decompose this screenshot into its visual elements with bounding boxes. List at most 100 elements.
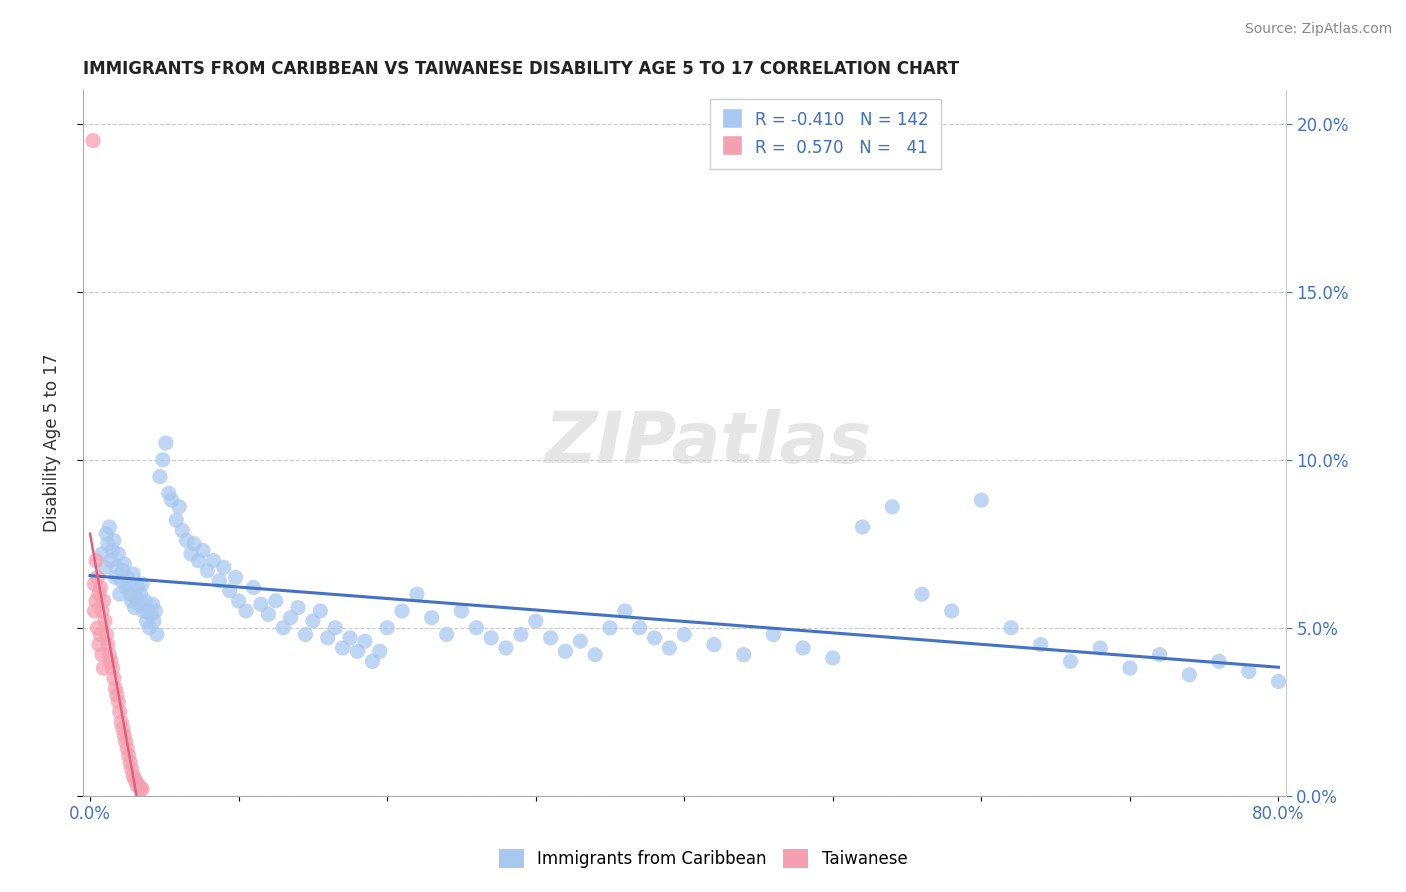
Point xyxy=(391,604,413,618)
Point xyxy=(115,570,138,584)
Text: Source: ZipAtlas.com: Source: ZipAtlas.com xyxy=(1244,22,1392,37)
Text: ZIPatlas: ZIPatlas xyxy=(544,409,872,477)
Point xyxy=(644,631,666,645)
Point xyxy=(122,567,145,582)
Point xyxy=(450,604,472,618)
Point xyxy=(105,688,128,702)
Point xyxy=(302,614,325,628)
Point xyxy=(225,570,247,584)
Point xyxy=(339,631,361,645)
Point xyxy=(264,594,287,608)
Point xyxy=(91,547,114,561)
Point xyxy=(138,621,160,635)
Point xyxy=(368,644,391,658)
Point xyxy=(100,553,122,567)
Point xyxy=(792,640,814,655)
Point xyxy=(86,570,108,584)
Point xyxy=(105,560,128,574)
Point xyxy=(191,543,214,558)
Point xyxy=(280,610,302,624)
Point xyxy=(118,577,141,591)
Point xyxy=(98,648,121,662)
Point xyxy=(111,564,134,578)
Point xyxy=(354,634,377,648)
Point xyxy=(673,627,696,641)
Point xyxy=(104,570,127,584)
Point xyxy=(257,607,280,622)
Point xyxy=(583,648,606,662)
Point xyxy=(87,638,110,652)
Point xyxy=(89,581,111,595)
Point xyxy=(271,621,294,635)
Point xyxy=(127,779,149,793)
Point xyxy=(108,587,131,601)
Point xyxy=(465,621,488,635)
Point xyxy=(107,695,129,709)
Point xyxy=(202,553,225,567)
Point xyxy=(658,640,681,655)
Point xyxy=(129,587,152,601)
Point xyxy=(316,631,339,645)
Point xyxy=(121,594,143,608)
Point xyxy=(107,547,129,561)
Point xyxy=(98,520,121,534)
Point xyxy=(108,705,131,719)
Point xyxy=(135,614,157,628)
Point xyxy=(1029,638,1052,652)
Point xyxy=(118,748,141,763)
Point xyxy=(86,621,108,635)
Point xyxy=(131,782,153,797)
Point xyxy=(970,493,993,508)
Point xyxy=(569,634,592,648)
Point xyxy=(125,775,148,789)
Legend: R = -0.410   N = 142, R =  0.570   N =   41: R = -0.410 N = 142, R = 0.570 N = 41 xyxy=(710,99,941,169)
Point xyxy=(1059,654,1081,668)
Point xyxy=(176,533,198,548)
Point xyxy=(131,577,153,591)
Point xyxy=(97,537,120,551)
Point xyxy=(1090,640,1112,655)
Point xyxy=(346,644,368,658)
Point xyxy=(406,587,429,601)
Point xyxy=(87,587,110,601)
Point xyxy=(149,469,172,483)
Point xyxy=(851,520,873,534)
Point xyxy=(101,543,124,558)
Y-axis label: Disability Age 5 to 17: Disability Age 5 to 17 xyxy=(44,354,60,533)
Point xyxy=(83,577,105,591)
Point xyxy=(100,654,122,668)
Point xyxy=(101,661,124,675)
Point xyxy=(1149,648,1171,662)
Point xyxy=(94,614,117,628)
Point xyxy=(97,638,120,652)
Point xyxy=(103,533,125,548)
Point xyxy=(228,594,250,608)
Point xyxy=(124,772,146,786)
Point xyxy=(361,654,384,668)
Point xyxy=(167,500,190,514)
Point xyxy=(114,581,136,595)
Point xyxy=(882,500,904,514)
Point xyxy=(127,581,149,595)
Point xyxy=(183,537,205,551)
Point xyxy=(628,621,651,635)
Point xyxy=(121,762,143,776)
Point xyxy=(1208,654,1230,668)
Legend: Immigrants from Caribbean, Taiwanese: Immigrants from Caribbean, Taiwanese xyxy=(492,843,914,875)
Point xyxy=(152,452,174,467)
Point xyxy=(142,614,165,628)
Point xyxy=(323,621,346,635)
Point xyxy=(1237,665,1260,679)
Point xyxy=(134,594,156,608)
Point xyxy=(309,604,332,618)
Point xyxy=(89,627,111,641)
Point xyxy=(197,564,219,578)
Point xyxy=(120,587,142,601)
Point xyxy=(911,587,934,601)
Point xyxy=(762,627,785,641)
Point xyxy=(1119,661,1142,675)
Point xyxy=(420,610,443,624)
Point xyxy=(157,486,180,500)
Point xyxy=(104,681,127,696)
Point xyxy=(287,600,309,615)
